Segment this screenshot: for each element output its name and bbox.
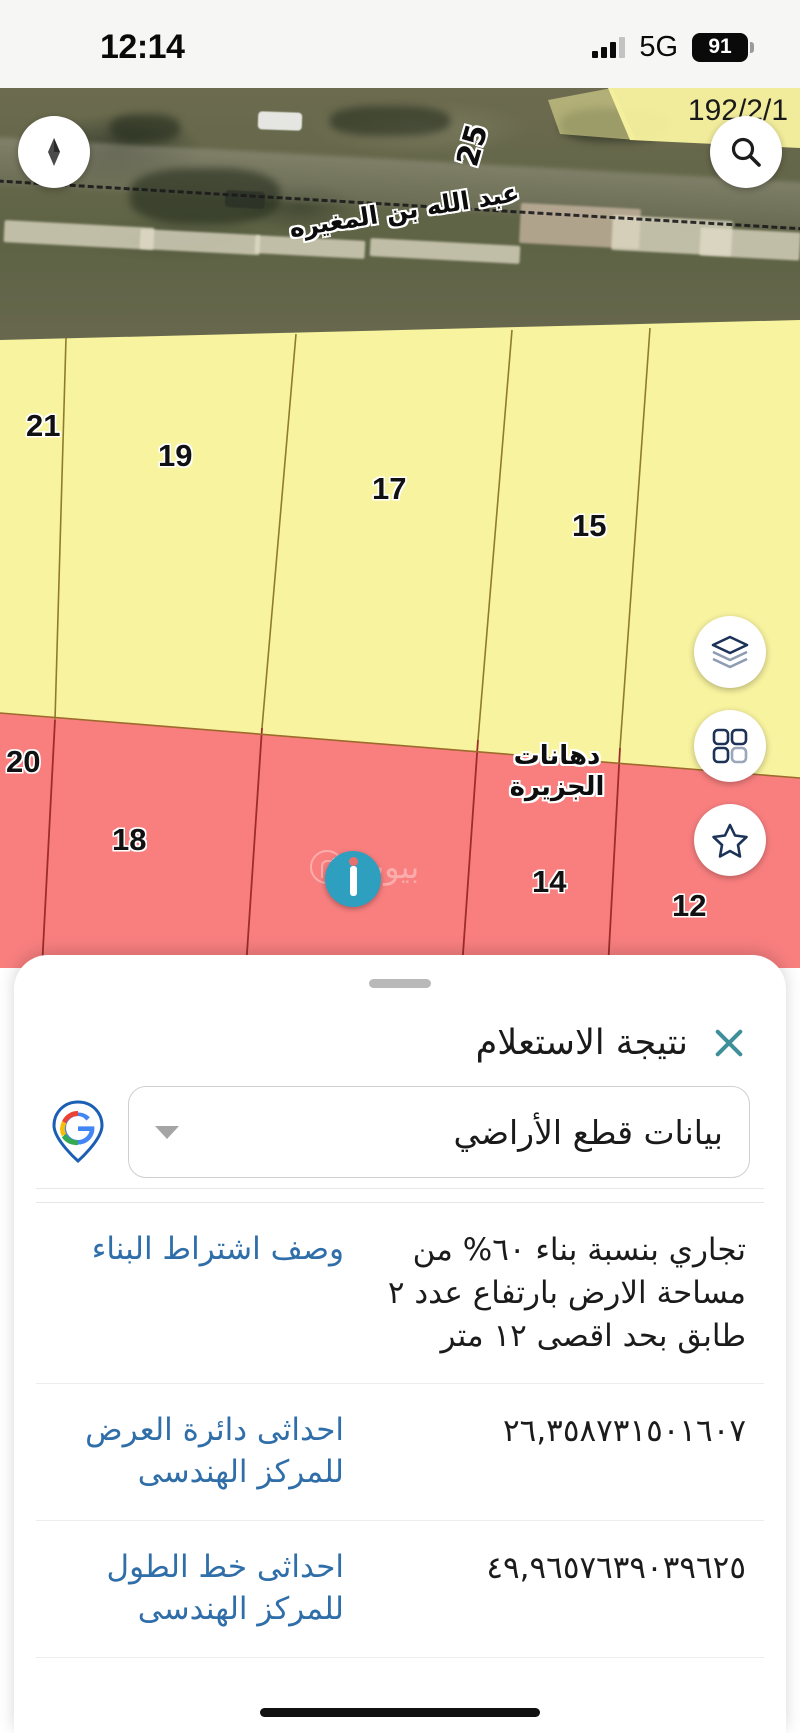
grid-button[interactable] <box>694 710 766 782</box>
compass-icon <box>48 138 60 166</box>
satellite-vegetation <box>330 106 450 136</box>
satellite-vegetation <box>130 168 280 224</box>
parcel-label-19[interactable]: 19 <box>158 438 193 473</box>
parcel-label-15[interactable]: 15 <box>572 508 607 543</box>
pin-bar <box>350 866 357 896</box>
google-maps-pin-icon[interactable] <box>50 1099 106 1165</box>
attribute-value: تجاري بنسبة بناء ٦٠% من مساحة الارض بارت… <box>387 1232 746 1354</box>
table-row[interactable]: احداثى خط الطول للمركز الهندسى ٤٩,٩٦٥٧٦٣… <box>36 1521 764 1658</box>
battery-icon: 91 <box>692 32 754 62</box>
star-icon <box>712 823 748 858</box>
status-bar: 12:14 5G 91 <box>0 0 800 88</box>
attribute-label: احداثى دائرة العرض للمركز الهندسى <box>85 1412 344 1491</box>
parcel-label-21[interactable]: 21 <box>26 408 61 443</box>
parcel-label-18[interactable]: 18 <box>112 822 147 857</box>
drag-handle[interactable] <box>369 979 431 988</box>
layers-icon <box>711 635 749 669</box>
map-view[interactable]: 21 19 17 15 20 18 16 14 12 192/2/1 عبد ا… <box>0 88 800 968</box>
layer-picker-row: بيانات قطع الأراضي <box>14 1064 786 1178</box>
search-button[interactable] <box>710 116 782 188</box>
chevron-down-icon <box>155 1125 179 1139</box>
status-time: 12:14 <box>100 27 185 66</box>
signal-bars-icon <box>592 36 626 58</box>
table-row[interactable]: وصف اشتراط البناء تجاري بنسبة بناء ٦٠% م… <box>36 1203 764 1385</box>
parcel-label-20[interactable]: 20 <box>6 744 41 779</box>
page-title: نتيجة الاستعلام <box>475 1023 688 1063</box>
parcel-band-red <box>0 713 800 968</box>
battery-level-label: 91 <box>708 35 732 58</box>
search-icon <box>731 137 761 167</box>
attribute-label: وصف اشتراط البناء <box>91 1231 344 1267</box>
sheet-header: نتيجة الاستعلام <box>14 988 786 1064</box>
query-result-sheet: نتيجة الاستعلام بيانات قطع الأراضي <box>14 955 786 1733</box>
parcel-label-12[interactable]: 12 <box>672 888 707 923</box>
layers-button[interactable] <box>694 616 766 688</box>
parcel-band-yellow <box>0 320 800 778</box>
table-row-partial <box>36 1189 764 1203</box>
home-indicator[interactable] <box>260 1708 540 1717</box>
status-indicators: 5G 91 <box>592 30 754 64</box>
close-icon[interactable] <box>708 1022 750 1064</box>
compass-button[interactable] <box>18 116 90 188</box>
grid-icon <box>712 728 748 764</box>
network-type-label: 5G <box>639 30 678 63</box>
favorite-button[interactable] <box>694 804 766 876</box>
parcel-label-17[interactable]: 17 <box>372 471 407 506</box>
attributes-table[interactable]: وصف اشتراط البناء تجاري بنسبة بناء ٦٠% م… <box>36 1188 764 1733</box>
info-pin-marker[interactable] <box>325 851 381 913</box>
satellite-vegetation <box>110 114 180 142</box>
layer-select-value: بيانات قطع الأراضي <box>453 1112 723 1152</box>
table-row[interactable]: احداثى دائرة العرض للمركز الهندسى ٢٦,٣٥٨… <box>36 1384 764 1521</box>
attribute-value: ٢٦,٣٥٨٧٣١٥٠١٦٠٧ <box>503 1413 746 1450</box>
attribute-value: ٤٩,٩٦٥٧٦٣٩٠٣٩٦٢٥ <box>486 1549 746 1586</box>
parcel-label-14[interactable]: 14 <box>532 864 567 899</box>
attribute-label: احداثى خط الطول للمركز الهندسى <box>106 1548 344 1627</box>
poi-label[interactable]: دهانات الجزيرة <box>509 741 605 802</box>
pin-dot <box>349 857 358 866</box>
layer-select[interactable]: بيانات قطع الأراضي <box>128 1086 750 1178</box>
